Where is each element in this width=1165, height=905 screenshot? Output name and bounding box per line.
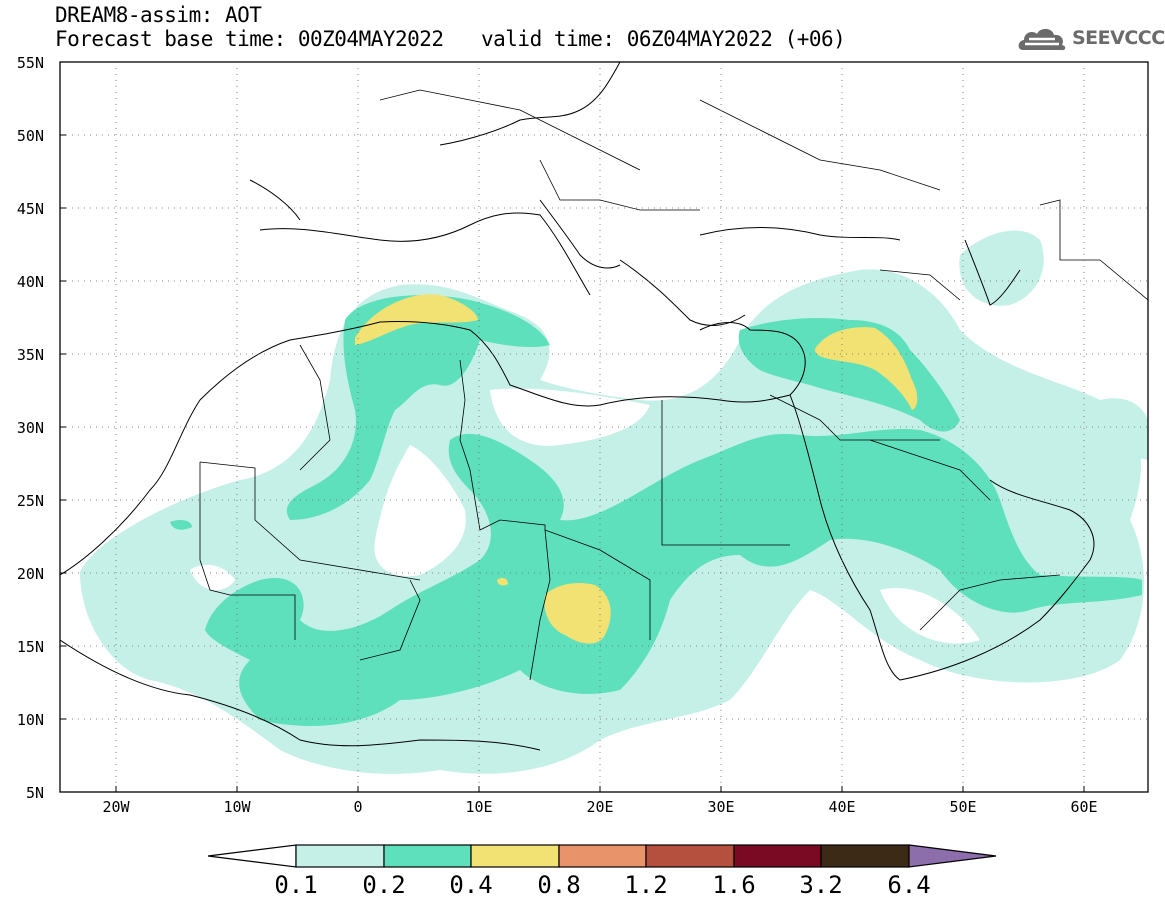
seevccc-logo: SEEVCCC (1015, 22, 1165, 56)
valid-time: valid time: 06Z04MAY2022 (+06) (481, 27, 846, 51)
cloud-icon (1018, 28, 1066, 51)
lat-label: 50N (17, 127, 44, 145)
colorbar-label: 1.6 (712, 871, 755, 899)
lon-label: 20E (586, 798, 613, 816)
colorbar-label: 0.1 (274, 871, 317, 899)
lon-label: 40E (828, 798, 855, 816)
lon-label: 0 (353, 798, 362, 816)
lat-label: 10N (17, 711, 44, 729)
graticule (60, 62, 1148, 792)
colorbar-swatch (820, 844, 910, 868)
axis-ticks (60, 61, 1085, 792)
lat-label: 15N (17, 638, 44, 656)
coastlines (60, 62, 1095, 751)
colorbar-label: 0.8 (537, 871, 580, 899)
lat-label: 40N (17, 273, 44, 291)
colorbar-label: 6.4 (887, 871, 930, 899)
latitude-labels: 55N 50N 45N 40N 35N 30N 25N 20N 15N 10N … (17, 54, 44, 802)
lat-label: 45N (17, 200, 44, 218)
lat-label: 25N (17, 492, 44, 510)
colorbar-label: 0.4 (449, 871, 492, 899)
lat-label: 5N (26, 784, 44, 802)
logo-text: SEEVCCC (1072, 27, 1165, 49)
aot-level-0.2 (170, 295, 1142, 726)
colorbar-swatch (558, 844, 647, 868)
country-borders (199, 89, 1148, 681)
lon-label: 10E (465, 798, 492, 816)
aot-shading (80, 230, 1148, 774)
colorbar-labels: 0.1 0.2 0.4 0.8 1.2 1.6 3.2 6.4 (274, 871, 930, 899)
map-title: DREAM8-assim: AOT (55, 3, 262, 27)
lat-label: 35N (17, 346, 44, 364)
colorbar-swatch (733, 844, 822, 868)
colorbar-swatch (470, 844, 560, 868)
lon-label: 20W (102, 798, 130, 816)
colorbar-right-arrow (908, 844, 997, 868)
colorbar-swatch (295, 844, 385, 868)
colorbar-label: 1.2 (624, 871, 667, 899)
lon-label: 10W (223, 798, 251, 816)
lon-label: 30E (707, 798, 734, 816)
colorbar-left-arrow (207, 844, 297, 868)
lon-label: 60E (1070, 798, 1097, 816)
longitude-labels: 20W 10W 0 10E 20E 30E 40E 50E 60E (102, 798, 1097, 816)
lat-label: 30N (17, 419, 44, 437)
lat-label: 55N (17, 54, 44, 72)
colorbar-swatch (383, 844, 472, 868)
aot-level-0.4 (355, 294, 918, 644)
colorbar-label: 3.2 (799, 871, 842, 899)
colorbar (207, 844, 997, 868)
lat-label: 20N (17, 565, 44, 583)
colorbar-label: 0.2 (362, 871, 405, 899)
forecast-base-time: Forecast base time: 00Z04MAY2022 (55, 27, 444, 51)
lon-label: 50E (949, 798, 976, 816)
colorbar-swatch (645, 844, 735, 868)
